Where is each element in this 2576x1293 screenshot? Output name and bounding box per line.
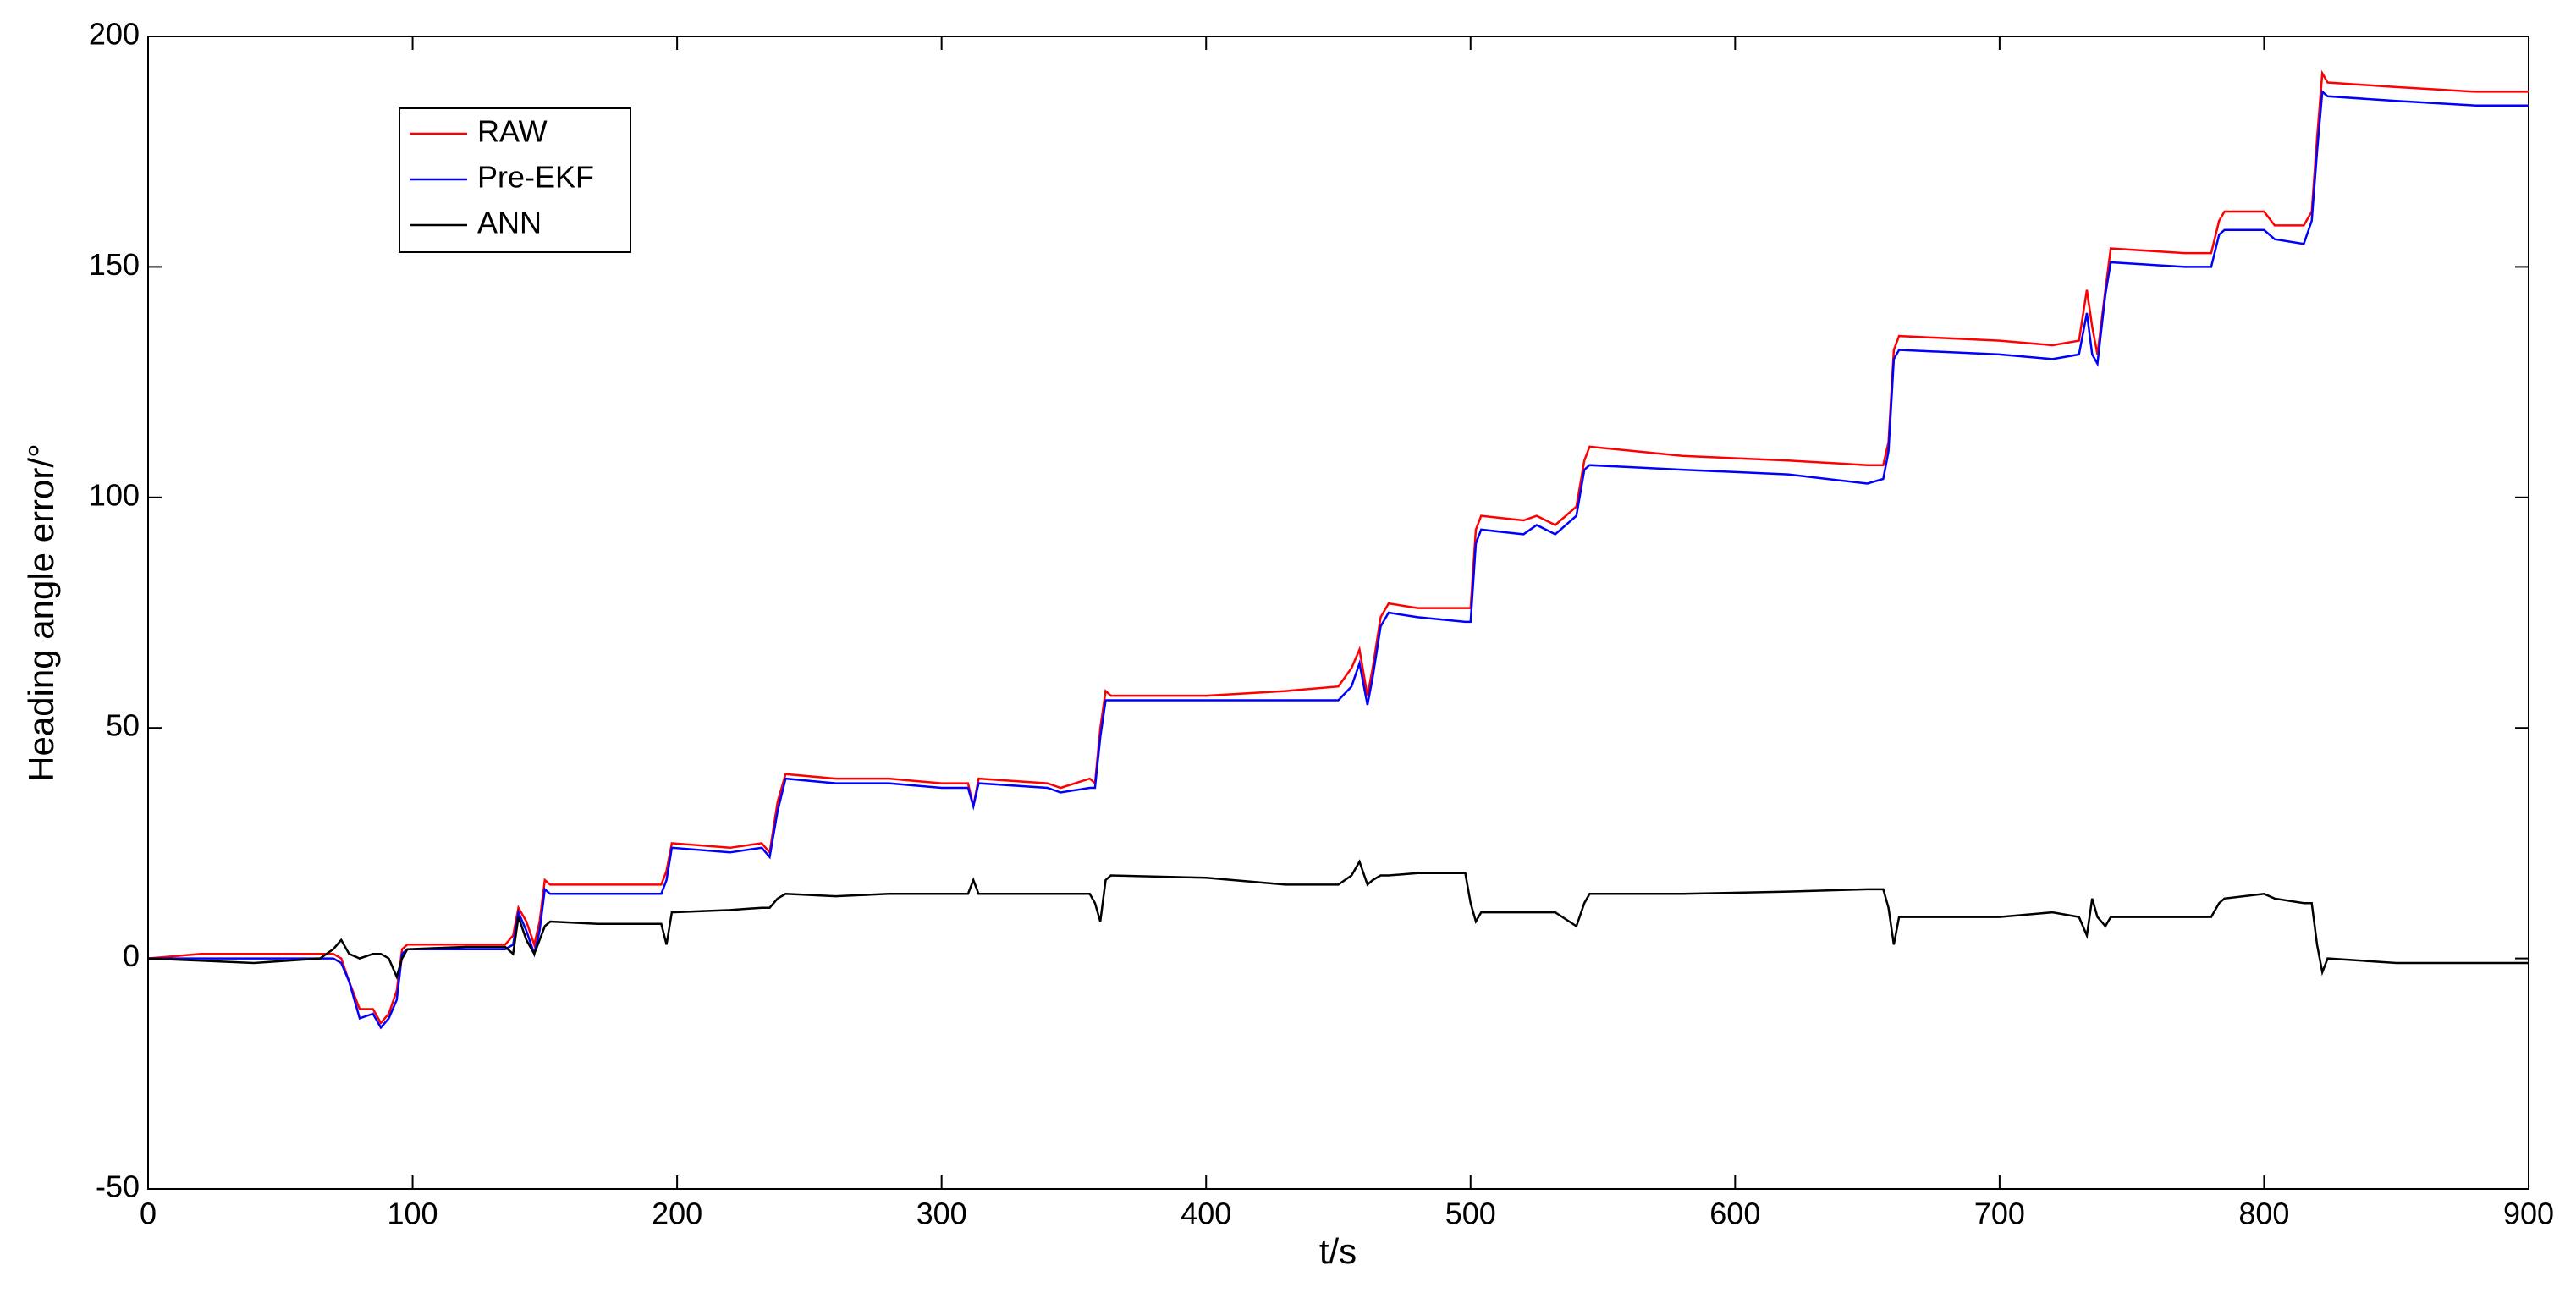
line-series (148, 89, 2529, 1030)
x-tick-label: 100 (388, 1197, 438, 1231)
line-series (147, 859, 2529, 981)
legend-label: ANN (477, 206, 542, 240)
x-tick-label: 900 (2503, 1197, 2554, 1231)
y-tick-label: 50 (106, 708, 140, 743)
legend-label: Pre-EKF (477, 160, 594, 195)
y-tick-label: 100 (89, 477, 140, 512)
x-tick-label: 300 (916, 1197, 967, 1231)
y-tick-label: 200 (89, 17, 140, 52)
x-tick-label: 0 (140, 1197, 157, 1231)
legend-label: RAW (477, 114, 548, 149)
y-axis-label: Heading angle error/° (21, 443, 61, 782)
x-axis-label: t/s (1319, 1231, 1357, 1271)
x-tick-label: 600 (1709, 1197, 1760, 1231)
y-tick-label: 0 (123, 938, 140, 973)
x-tick-label: 400 (1181, 1197, 1231, 1231)
y-tick-label: 150 (89, 247, 140, 282)
x-tick-label: 500 (1445, 1197, 1496, 1231)
x-tick-label: 800 (2238, 1197, 2289, 1231)
x-tick-label: 700 (1974, 1197, 2025, 1231)
y-tick-label: -50 (96, 1169, 140, 1204)
x-tick-label: 200 (652, 1197, 702, 1231)
